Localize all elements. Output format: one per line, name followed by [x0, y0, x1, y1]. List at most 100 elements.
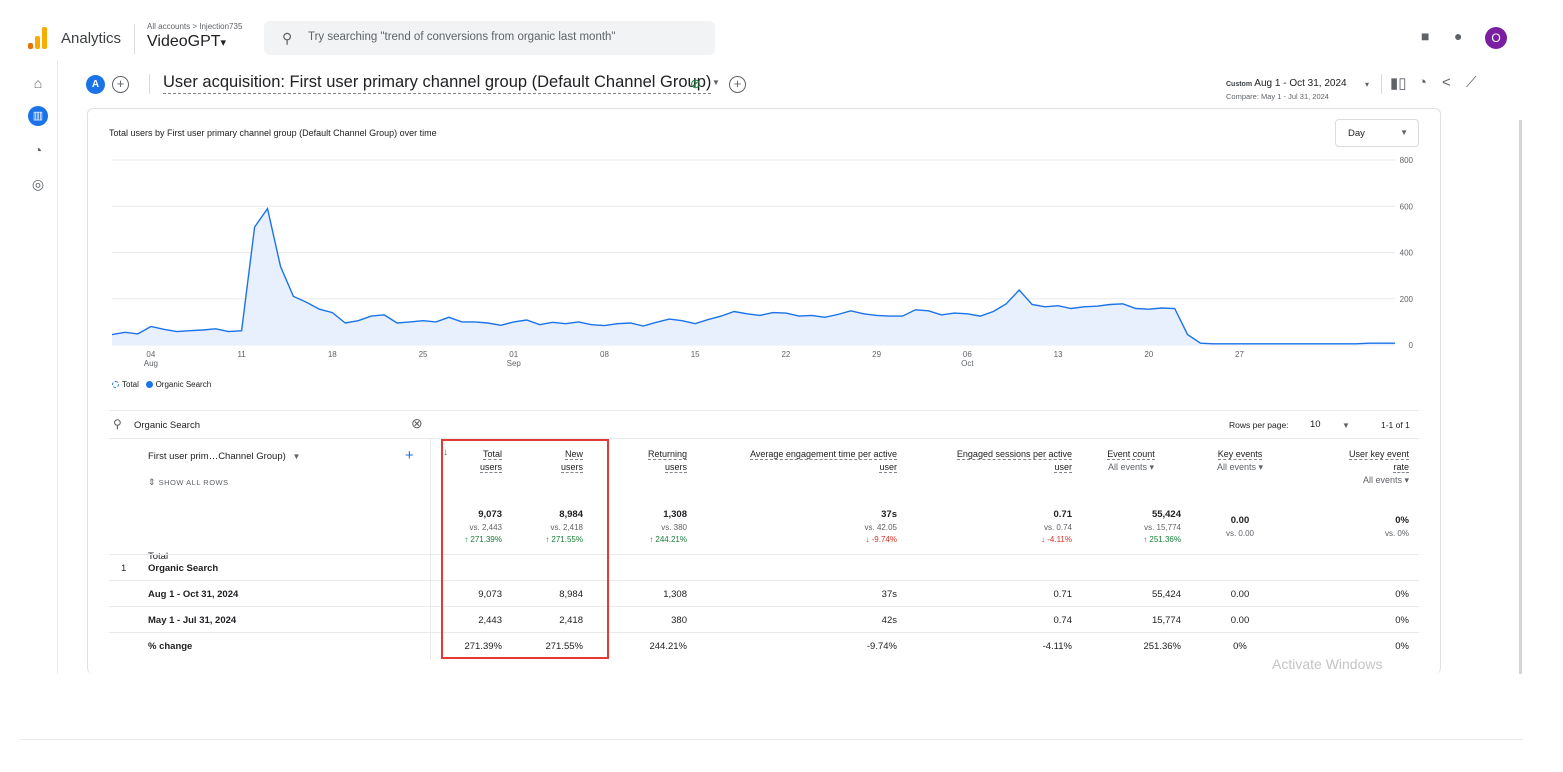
date-range-value: Aug 1 - Oct 31, 2024: [1254, 78, 1347, 89]
column-header[interactable]: Total users: [432, 449, 502, 473]
check-circle-icon[interactable]: ⊘: [690, 76, 701, 91]
column-header-label: Key events: [1217, 449, 1263, 460]
clear-search-icon[interactable]: ⊗: [411, 415, 423, 431]
table-header: First user prim…Channel Group) ▼ ⇕ SHOW …: [109, 438, 1419, 562]
metric-filter-select[interactable]: All events ▾: [1362, 475, 1409, 485]
column-header-label: users: [479, 462, 502, 473]
help-icon[interactable]: ●: [1454, 28, 1463, 44]
total-compare: vs. 380: [661, 523, 687, 532]
total-compare: vs. 42.05: [864, 523, 897, 532]
rows-per-page-caret-icon[interactable]: ▼: [1342, 421, 1350, 430]
date-caret-icon[interactable]: ▾: [1365, 80, 1370, 89]
add-comparison-icon[interactable]: +: [112, 76, 129, 93]
property-selector[interactable]: VideoGPT▾: [147, 33, 226, 51]
page-title[interactable]: User acquisition: First user primary cha…: [163, 73, 712, 94]
total-change: ↑ 271.39%: [464, 535, 502, 544]
column-header[interactable]: User key event rate All events ▾: [1289, 449, 1409, 486]
date-range-picker[interactable]: Custom Aug 1 - Oct 31, 2024 Compare: May…: [1226, 78, 1347, 101]
y-tick-label: 800: [1400, 156, 1414, 165]
row-label: % change: [148, 641, 193, 652]
search-icon: ⚲: [113, 417, 122, 431]
series-area: [112, 208, 1395, 345]
total-value: 0.71: [1053, 509, 1073, 520]
granularity-select[interactable]: Day ▼: [1335, 119, 1419, 147]
total-compare: vs. 0.00: [1225, 529, 1254, 538]
table-cell: 42s: [881, 615, 897, 626]
table-cell: 0.71: [1053, 589, 1073, 600]
column-header[interactable]: Returning users: [607, 449, 687, 473]
reports-icon[interactable]: ▥: [28, 106, 48, 126]
trend-icon[interactable]: ⟋: [1466, 74, 1477, 91]
column-header[interactable]: Event count All events ▾: [1081, 449, 1181, 473]
column-header-label: Average engagement time per active: [750, 449, 897, 460]
report-card: [87, 108, 1441, 674]
chevron-down-icon[interactable]: ▼: [712, 78, 720, 87]
table-search[interactable]: ⚲ Organic Search ⊗ Rows per page: 10 ▼ 1…: [109, 410, 1419, 438]
dimension-selector[interactable]: First user prim…Channel Group) ▼: [148, 451, 300, 462]
legend-total-label: Total: [122, 380, 139, 389]
table-row[interactable]: May 1 - Jul 31, 2024 2,443 2,418 380 42s 0.74…: [109, 606, 1419, 632]
column-header-label: Event count: [1107, 449, 1155, 460]
add-dimension-icon[interactable]: +: [405, 447, 414, 464]
add-icon[interactable]: +: [729, 76, 746, 93]
comparison-badge[interactable]: A: [86, 75, 105, 94]
table-cell: 8,984: [559, 589, 583, 600]
table-row[interactable]: % change 271.39% 271.55% 244.21% -9.74% -4.11…: [109, 632, 1419, 658]
table-row[interactable]: Aug 1 - Oct 31, 2024 9,073 8,984 1,308 37s 0.…: [109, 580, 1419, 606]
column-header-label: rate: [1393, 462, 1409, 473]
apps-grid-icon[interactable]: ■: [1421, 28, 1430, 44]
search-icon: ⚲: [282, 30, 293, 46]
sort-desc-icon[interactable]: ↓: [443, 447, 448, 458]
granularity-value: Day: [1348, 128, 1365, 139]
rows-per-page-value[interactable]: 10: [1310, 419, 1321, 430]
x-tick-label: 11: [237, 350, 246, 359]
column-header[interactable]: Engaged sessions per active user: [902, 449, 1072, 473]
show-all-rows-button[interactable]: ⇕ SHOW ALL ROWS: [148, 477, 229, 488]
insights-icon[interactable]: ◔: [1418, 74, 1428, 91]
share-icon[interactable]: <: [1442, 74, 1451, 91]
total-compare: vs. 15,774: [1144, 523, 1181, 532]
table-cell: 251.36%: [1143, 641, 1181, 652]
compare-icon[interactable]: ▮▯: [1390, 75, 1407, 92]
legend-item-total[interactable]: Total: [112, 380, 139, 389]
analytics-logo-icon[interactable]: [28, 27, 48, 49]
home-icon[interactable]: ⌂: [33, 75, 43, 91]
metric-filter-select[interactable]: All events ▾: [1216, 462, 1264, 472]
explore-icon[interactable]: ◔: [33, 142, 43, 158]
app-name[interactable]: Analytics: [61, 30, 122, 47]
legend-item-organic[interactable]: Organic Search: [145, 380, 212, 389]
legend-organic-label: Organic Search: [155, 380, 212, 389]
total-value: 0.00: [1230, 515, 1250, 526]
total-cell: 37s vs. 42.05 ↓ -9.74%: [697, 509, 897, 544]
x-tick-label: 20: [1144, 350, 1153, 359]
table-cell: -9.74%: [866, 641, 897, 652]
compare-range: Compare: May 1 - Jul 31, 2024: [1226, 92, 1329, 101]
total-cell: 0.00 vs. 0.00: [1190, 515, 1290, 538]
x-tick-label: 27: [1235, 350, 1244, 359]
group-row[interactable]: 1 Organic Search: [109, 554, 1419, 580]
x-tick-label: 22: [781, 350, 790, 359]
column-header[interactable]: Key events All events ▾: [1190, 449, 1290, 473]
column-header-label: Returning: [647, 449, 687, 460]
search-bar[interactable]: ⚲ Try searching "trend of conversions fr…: [264, 21, 715, 55]
unfold-icon: ⇕: [148, 477, 157, 487]
total-compare: vs. 2,443: [469, 523, 502, 532]
total-value: 8,984: [559, 509, 583, 520]
chevron-down-icon: ▼: [1400, 128, 1408, 137]
avatar[interactable]: O: [1485, 27, 1507, 49]
column-header-label: New: [564, 449, 583, 460]
table-cell: 15,774: [1151, 615, 1181, 626]
column-header[interactable]: Average engagement time per active user: [697, 449, 897, 473]
total-compare: vs. 2,418: [550, 523, 583, 532]
account-breadcrumb[interactable]: All accounts > Injection735: [147, 22, 243, 31]
advertising-icon[interactable]: ◎: [31, 176, 45, 192]
column-header[interactable]: New users: [513, 449, 583, 473]
chart-title: Total users by First user primary channe…: [109, 128, 437, 138]
metric-filter-select[interactable]: All events ▾: [1107, 462, 1155, 472]
windows-watermark: Activate Windows: [1272, 656, 1383, 672]
table-cell: 244.21%: [649, 641, 687, 652]
scrollbar[interactable]: [1519, 120, 1522, 674]
total-change: ↑ 271.55%: [545, 535, 583, 544]
x-tick-label: 15: [691, 350, 700, 359]
